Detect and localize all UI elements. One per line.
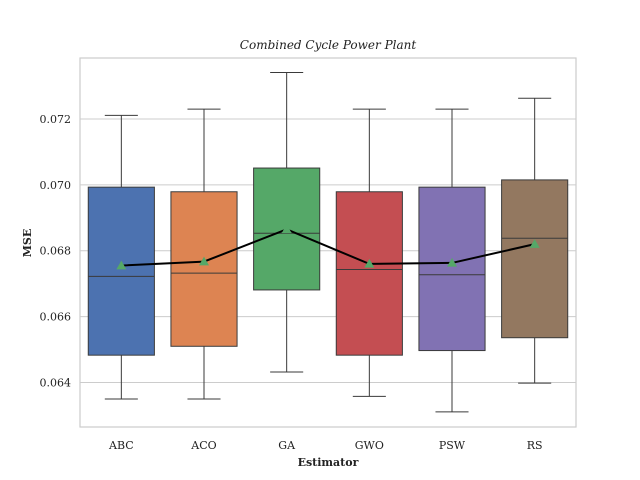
y-axis-label: MSE (21, 229, 34, 258)
chart-title: Combined Cycle Power Plant (240, 38, 417, 52)
mean-marker-gwo (364, 258, 375, 268)
x-axis-label: Estimator (298, 456, 359, 469)
box-gwo (335, 108, 403, 397)
y-tick-label: 0.068 (40, 245, 72, 258)
x-tick-label: PSW (439, 439, 466, 452)
iqr-box (501, 179, 569, 339)
y-tick-labels: 0.064 0.066 0.068 0.070 0.072 (40, 113, 72, 390)
box-ga (253, 71, 321, 373)
x-tick-label: GA (278, 439, 296, 452)
mean-marker-psw (447, 257, 457, 267)
mean-markers (116, 224, 540, 270)
mean-marker-rs (529, 239, 540, 248)
x-tick-labels: ABC ACO GA GWO PSW RS (108, 439, 543, 452)
y-tick-label: 0.064 (40, 377, 72, 390)
y-tick-label: 0.070 (40, 179, 72, 192)
box-series (87, 71, 569, 413)
y-tick-label: 0.066 (40, 311, 72, 324)
box-psw (418, 108, 486, 413)
x-tick-label: GWO (355, 439, 384, 452)
mean-marker-ga (281, 224, 292, 234)
x-tick-label: ABC (108, 439, 134, 452)
y-tick-label: 0.072 (40, 113, 72, 126)
box-rs (501, 97, 569, 384)
iqr-box (87, 186, 155, 356)
x-tick-label: ACO (190, 439, 216, 452)
box-aco (170, 108, 238, 400)
x-tick-label: RS (527, 439, 543, 452)
iqr-box (335, 191, 403, 356)
mean-trend-line (121, 228, 535, 267)
mean-marker-abc (116, 260, 127, 270)
plot-frame (79, 57, 577, 428)
gridlines (80, 118, 576, 384)
mean-marker-aco (199, 256, 209, 266)
iqr-box (170, 191, 238, 347)
iqr-box (418, 186, 486, 352)
box-abc (87, 114, 155, 400)
